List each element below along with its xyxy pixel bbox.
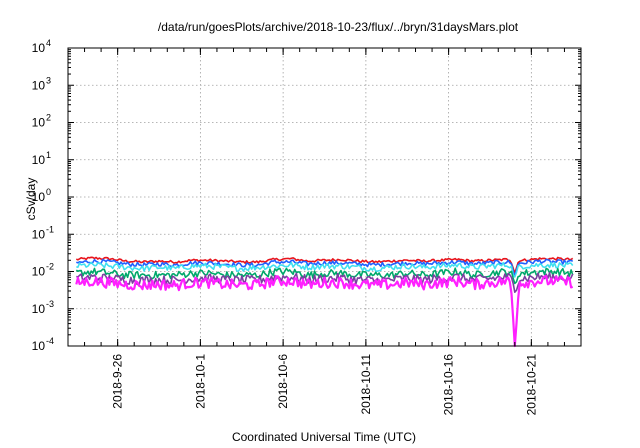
chart-title: /data/run/goesPlots/archive/2018-10-23/f… [158,20,519,34]
series-line [75,275,574,348]
series-group [75,256,574,348]
x-tick-label: 2018-10-1 [193,354,207,409]
x-tick-label: 2018-10-16 [442,354,456,416]
y-tick-label: 10 [32,190,46,204]
x-axis: 2018-9-26 2018-10-1 2018-10-6 2018-10-11 201… [84,48,565,416]
y-tick-label: 10 [32,227,46,241]
y-tick-label-exponent: -3 [46,299,54,309]
y-tick-label-exponent: -2 [46,262,54,272]
y-tick-label: 10 [32,41,46,55]
series-line [76,271,574,294]
y-tick-label-exponent: 3 [46,75,51,85]
grid [68,48,581,346]
y-tick-label: 10 [32,78,46,92]
x-tick-label: 2018-9-26 [111,354,125,409]
y-tick-label-exponent: -1 [46,224,54,234]
series-line [75,267,574,285]
y-tick-label: 10 [32,339,46,353]
x-axis-label: Coordinated Universal Time (UTC) [232,430,416,444]
y-tick-label-exponent: 1 [46,150,51,160]
x-tick-label: 2018-10-11 [359,354,373,415]
x-tick-label: 2018-10-21 [524,354,538,416]
y-axis-label: cSv/day [24,178,38,221]
y-tick-label-exponent: -4 [46,336,54,346]
y-tick-label: 10 [32,265,46,279]
y-tick-label-exponent: 2 [46,113,51,123]
x-tick-label: 2018-10-6 [276,354,290,409]
series-line [76,258,574,278]
y-tick-label-exponent: 0 [46,187,51,197]
y-tick-label: 10 [32,302,46,316]
series-line [76,261,574,278]
series-line [75,256,574,275]
y-tick-label: 10 [32,153,46,167]
y-tick-label: 10 [32,116,46,130]
y-tick-label-exponent: 4 [46,38,51,48]
